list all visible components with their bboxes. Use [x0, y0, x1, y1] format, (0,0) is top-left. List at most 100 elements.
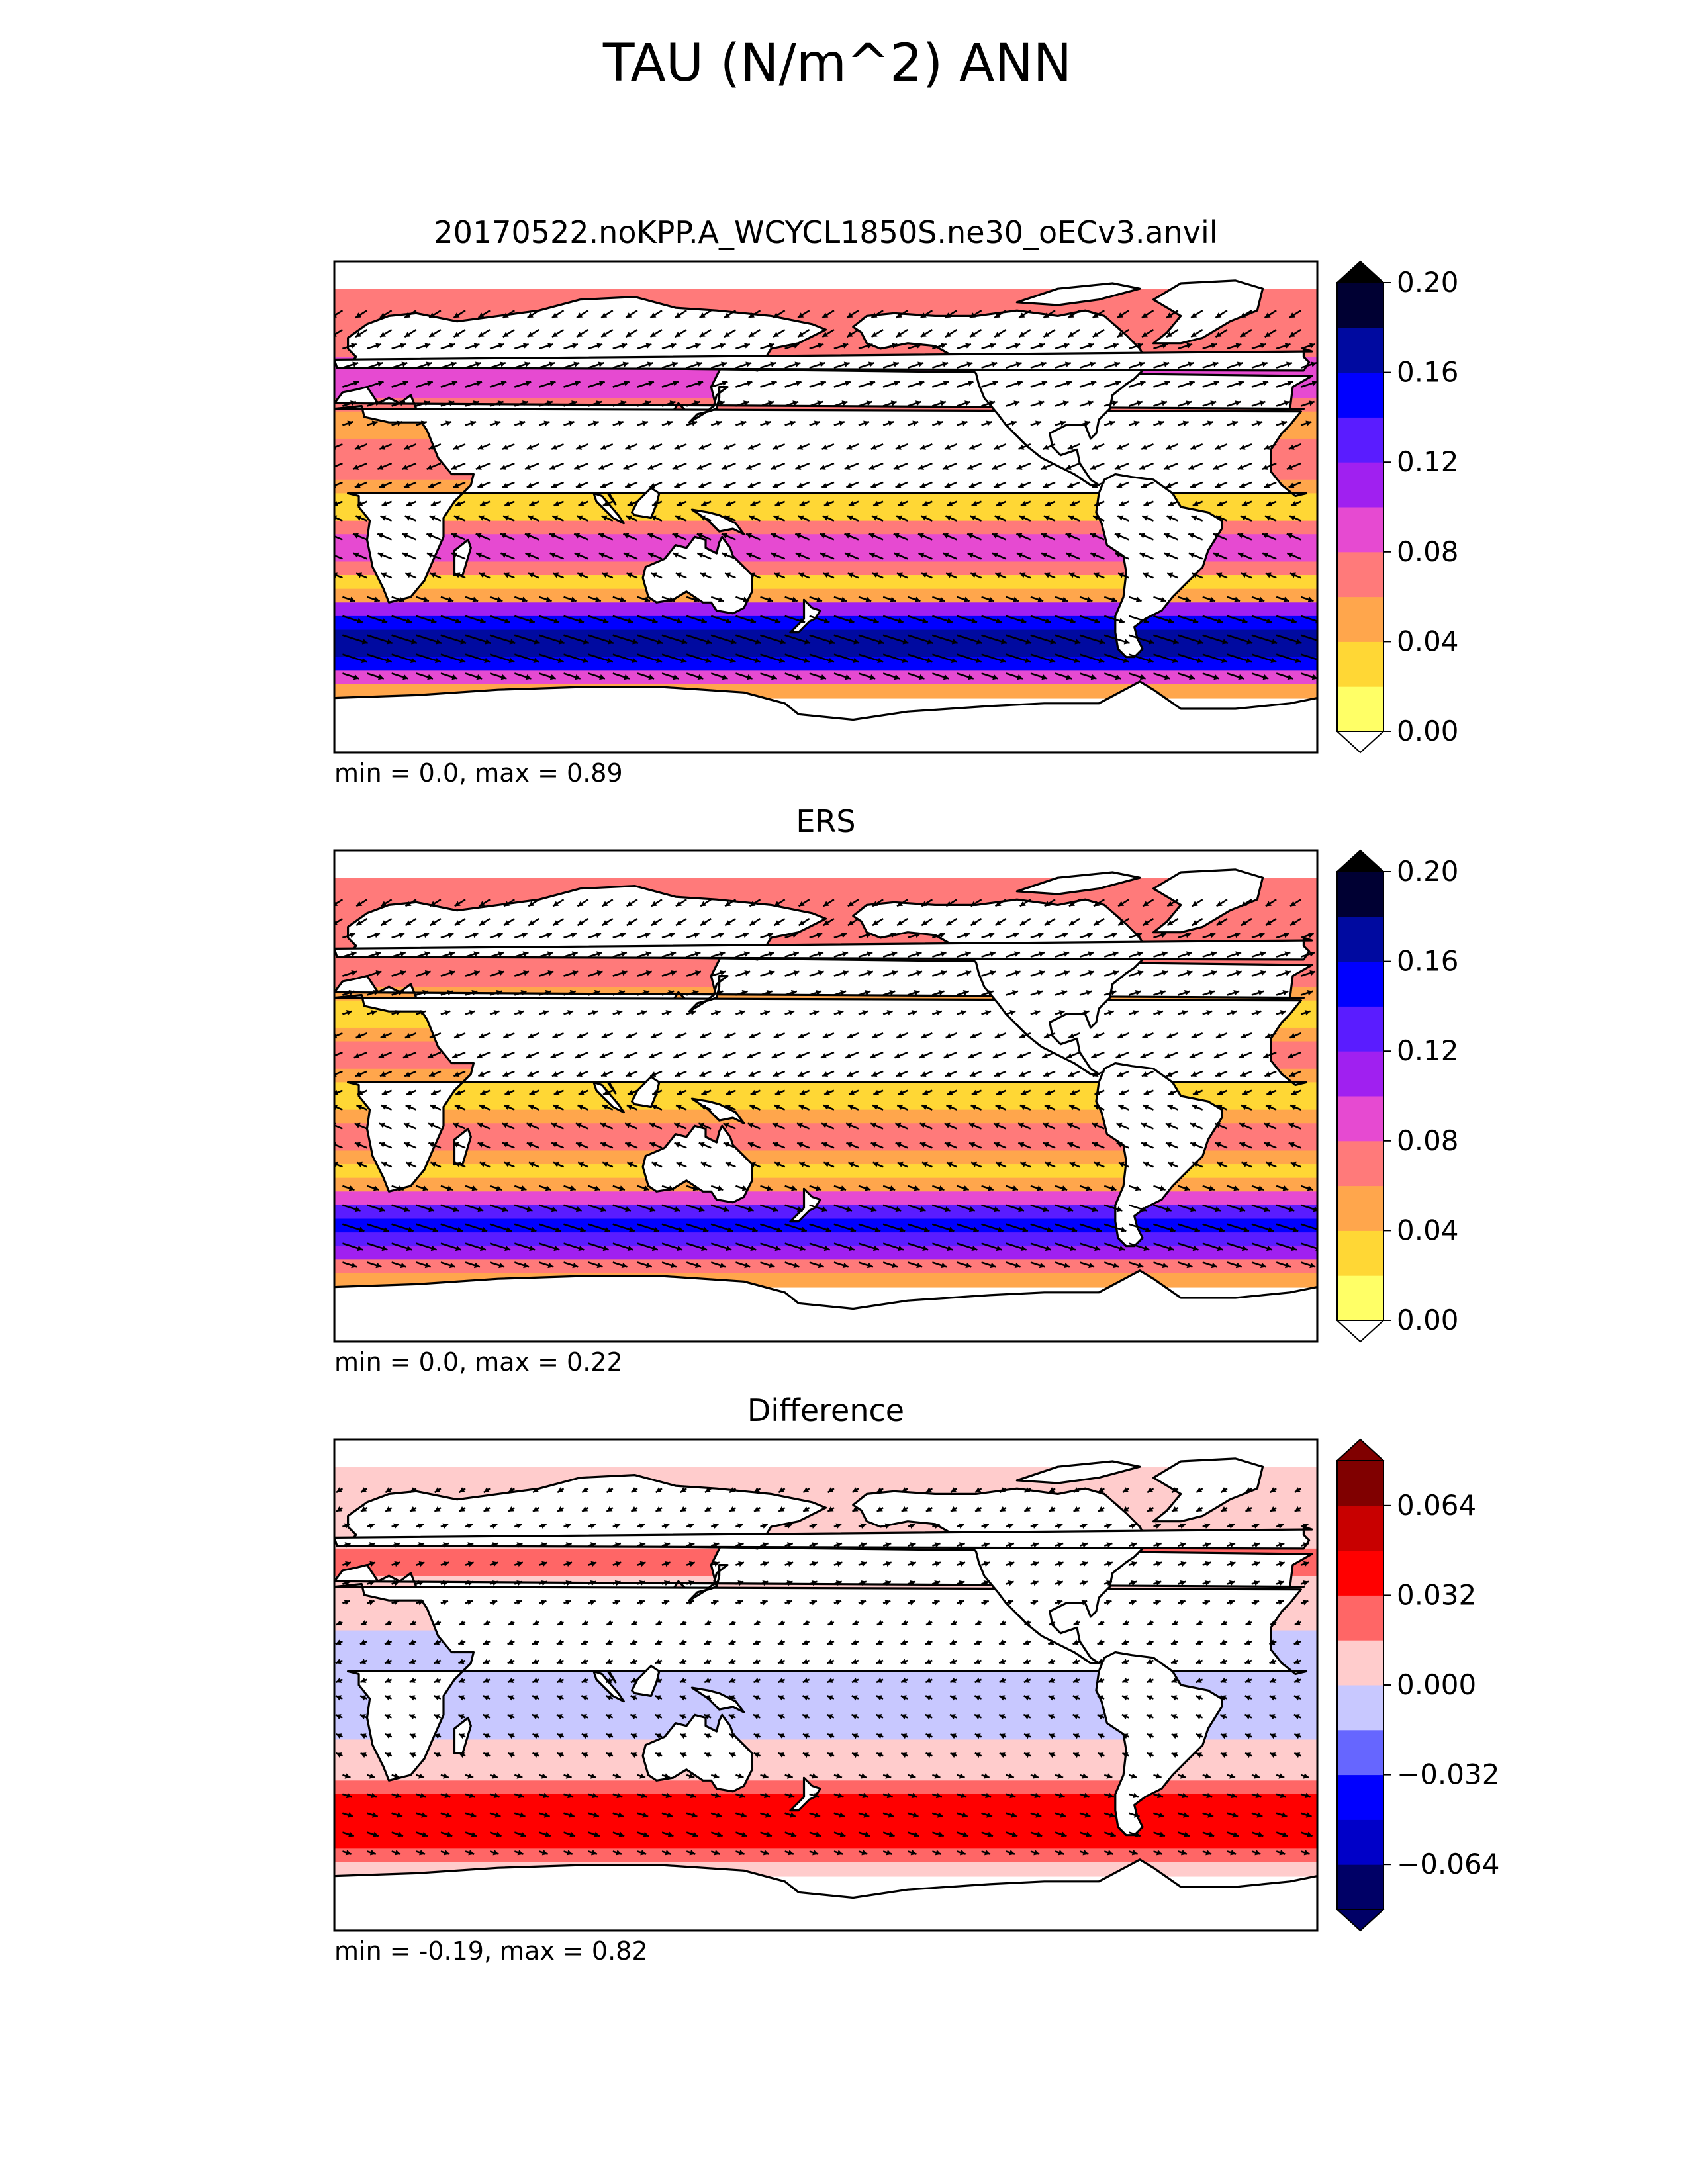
wind-vector-head — [518, 1792, 524, 1799]
contour-band — [334, 1123, 1317, 1138]
wind-vector-head — [426, 361, 432, 367]
wind-vector-head — [1235, 970, 1242, 976]
wind-vector-head — [817, 400, 823, 406]
wind-vector-head — [369, 1773, 375, 1779]
wind-vector-head — [1085, 1831, 1092, 1837]
wind-vector-head — [761, 1600, 768, 1606]
wind-vector-head — [1121, 1639, 1128, 1645]
wind-vector-head — [1048, 1677, 1055, 1683]
wind-vector-head — [471, 990, 478, 996]
wind-vector-head — [935, 1010, 942, 1016]
wind-vector-head — [912, 420, 919, 426]
wind-vector-head — [1139, 552, 1146, 558]
wind-vector-head — [491, 1523, 498, 1529]
wind-vector-head — [409, 1752, 416, 1758]
wind-vector-head — [885, 1580, 891, 1586]
wind-vector-head — [865, 932, 872, 938]
wind-vector-head — [900, 1659, 907, 1664]
wind-vector-head — [925, 1752, 932, 1758]
wind-vector-head — [518, 1010, 524, 1016]
wind-vector-head — [1211, 1262, 1217, 1269]
wind-vector-head — [373, 990, 379, 996]
wind-vector-head — [909, 1523, 915, 1529]
wind-vector-head — [796, 1122, 803, 1128]
wind-vector-head — [811, 1523, 818, 1529]
wind-vector-head — [793, 343, 800, 349]
wind-vector-head — [1137, 951, 1143, 957]
wind-vector-head — [652, 1089, 659, 1095]
wind-vector-head — [774, 1245, 781, 1251]
wind-vector-head — [765, 420, 771, 426]
wind-vector-head — [522, 400, 528, 406]
wind-vector-head — [335, 1714, 342, 1720]
wind-vector-head — [405, 920, 412, 926]
wind-vector-head — [865, 990, 871, 996]
wind-vector-head — [1180, 1542, 1186, 1548]
wind-vector-head — [1092, 1206, 1098, 1212]
wind-vector-head — [385, 657, 392, 664]
wind-vector-head — [625, 482, 632, 488]
wind-vector-head — [410, 1620, 416, 1626]
wind-vector-head — [1212, 361, 1219, 367]
wind-vector-head — [1220, 1733, 1227, 1739]
wind-vector-head — [623, 533, 630, 539]
wind-vector-head — [876, 1677, 882, 1683]
wind-vector-head — [787, 1561, 794, 1567]
wind-vector-head — [1045, 1245, 1051, 1251]
wind-vector-head — [1139, 464, 1146, 470]
wind-vector-head — [701, 1245, 707, 1251]
wind-vector-head — [498, 951, 504, 957]
wind-vector-head — [1254, 1561, 1260, 1567]
wind-vector-head — [897, 1161, 904, 1167]
contour-band — [334, 643, 1317, 658]
wind-vector-head — [1013, 400, 1020, 406]
wind-vector-head — [476, 674, 483, 680]
wind-vector-head — [969, 482, 975, 488]
wind-vector-head — [506, 1226, 512, 1232]
colorbar-segment — [1337, 1230, 1383, 1276]
wind-vector-head — [508, 1695, 514, 1701]
wind-vector-head — [641, 1010, 647, 1016]
wind-vector-head — [619, 1185, 625, 1191]
wind-vector-head — [435, 657, 441, 664]
wind-vector-head — [847, 920, 854, 926]
wind-vector-head — [1068, 1071, 1074, 1077]
wind-vector-head — [1264, 312, 1271, 318]
wind-vector-head — [355, 1033, 362, 1039]
wind-vector-head — [753, 1714, 759, 1720]
wind-vector-head — [541, 1561, 547, 1567]
wind-vector-head — [334, 500, 339, 506]
wind-vector-head — [1090, 674, 1097, 680]
wind-vector-head — [459, 1752, 465, 1758]
wind-vector-head — [1204, 1523, 1211, 1529]
wind-vector-head — [410, 1506, 416, 1512]
wind-vector-head — [898, 500, 904, 506]
wind-vector-head — [1139, 380, 1146, 387]
wind-vector-head — [1309, 970, 1316, 976]
wind-vector-head — [713, 1580, 720, 1586]
wind-vector-head — [496, 596, 503, 602]
wind-vector-head — [569, 1185, 576, 1191]
wind-vector-head — [729, 1487, 735, 1493]
wind-vector-head — [553, 920, 559, 926]
wind-vector-head — [467, 1773, 474, 1779]
wind-vector-head — [1262, 533, 1268, 539]
wind-vector-head — [601, 312, 608, 318]
wind-vector-head — [477, 1206, 484, 1212]
wind-vector-head — [420, 1792, 426, 1799]
wind-vector-head — [698, 1053, 704, 1059]
wind-vector-head — [1182, 1010, 1188, 1016]
wind-vector-head — [1147, 1695, 1153, 1701]
wind-vector-head — [430, 1105, 436, 1111]
wind-vector-head — [651, 618, 658, 624]
landmass-greenland — [1152, 1457, 1264, 1523]
wind-vector-head — [1011, 1812, 1017, 1818]
wind-vector-head — [714, 1850, 720, 1856]
wind-vector-head — [747, 1122, 754, 1128]
wind-vector-head — [553, 500, 560, 506]
wind-vector-head — [938, 1185, 945, 1191]
wind-vector-head — [1041, 674, 1048, 680]
panel-stats: min = 0.0, max = 0.89 — [334, 758, 623, 788]
wind-vector-head — [639, 1561, 646, 1567]
wind-vector-head — [975, 657, 982, 664]
